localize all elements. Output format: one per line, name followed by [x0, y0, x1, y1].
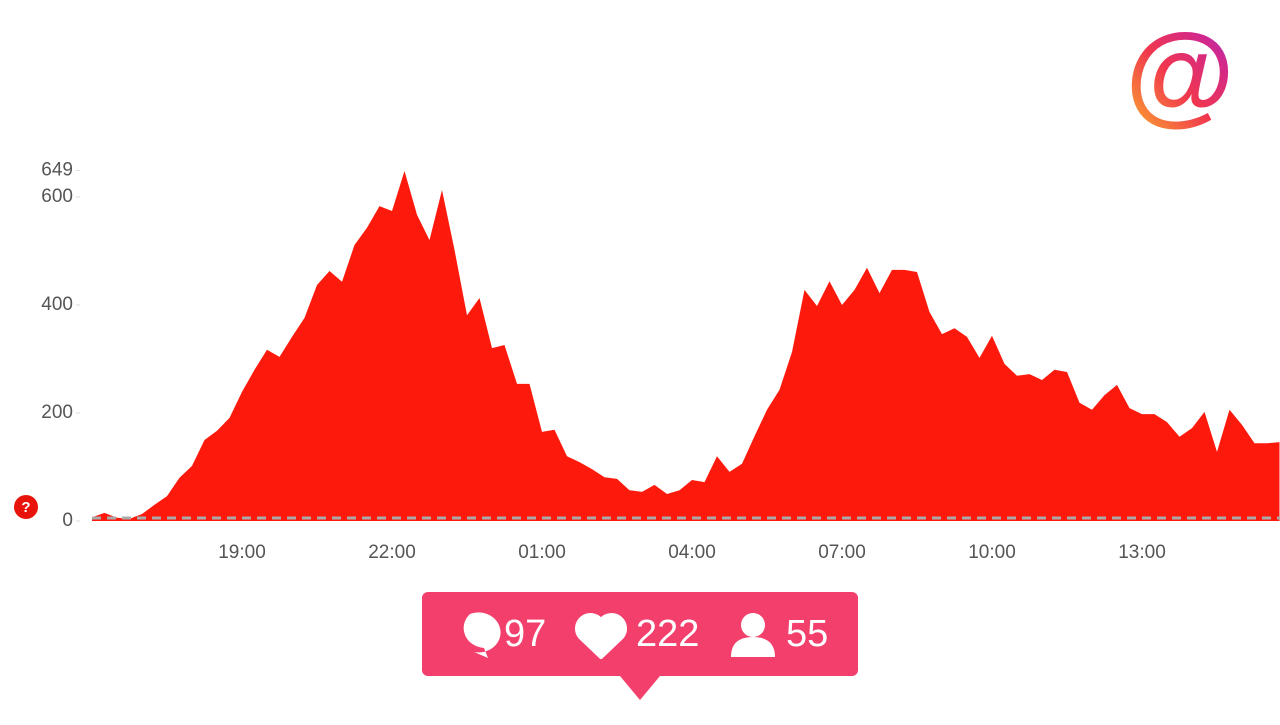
help-icon[interactable] [14, 495, 38, 519]
plot: 0 200 400 600 649 19:00 22:00 01:00 04:00 07:00 10… [41, 160, 1280, 563]
person-icon-body [731, 637, 775, 657]
area [92, 171, 1280, 522]
y-tick-label: 0 [62, 510, 73, 531]
x-tick-label: 04:00 [668, 542, 716, 563]
y-tick-label: 600 [41, 186, 73, 207]
heart-icon [575, 613, 627, 659]
y-tick-label: 200 [41, 402, 73, 423]
help-icon-text: ? [21, 499, 30, 516]
x-tick-label: 07:00 [818, 542, 866, 563]
notification-pointer [620, 676, 660, 700]
comments-count: 97 [504, 613, 546, 655]
y-tick-label: 400 [41, 294, 73, 315]
person-icon-head [741, 613, 765, 637]
logo: @ [1125, 11, 1234, 136]
x-tick-label: 10:00 [968, 542, 1016, 563]
followers-count: 55 [786, 613, 828, 655]
x-tick-label: 22:00 [368, 542, 416, 563]
notification: 97 222 55 [422, 592, 858, 700]
likes-count: 222 [636, 613, 699, 655]
x-tick-label: 13:00 [1118, 542, 1166, 563]
comment-icon [463, 612, 501, 658]
x-tick-label: 01:00 [518, 542, 566, 563]
x-tick-label: 19:00 [218, 542, 266, 563]
y-tick-label: 649 [41, 160, 73, 181]
